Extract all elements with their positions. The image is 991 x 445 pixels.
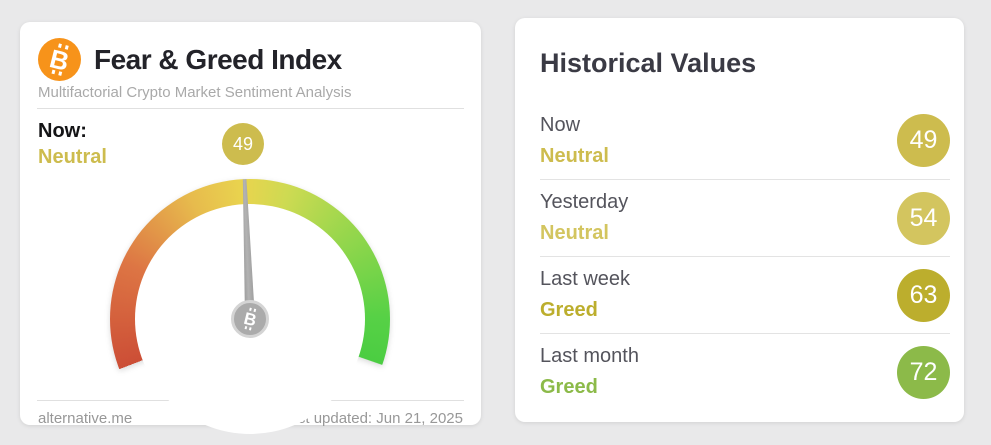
gauge-area: Now: Neutral 49 B <box>20 109 481 445</box>
now-block: Now: Neutral <box>38 119 107 170</box>
history-row-last-week: Last week Greed 63 <box>540 256 950 333</box>
row-label: Now <box>540 113 581 136</box>
card-subtitle: Multifactorial Crypto Market Sentiment A… <box>38 84 352 101</box>
row-label: Last month <box>540 345 639 367</box>
row-classification: Greed <box>540 299 598 321</box>
gauge-value-badge: 49 <box>222 123 264 165</box>
fear-greed-card: B Fear & Greed Index Multifactorial Cryp… <box>20 22 481 445</box>
card-title: Fear & Greed Index <box>94 43 342 75</box>
row-classification: Neutral <box>540 144 609 167</box>
row-value-badge: 63 <box>897 268 950 322</box>
history-row-last-month: Last month Greed 72 <box>540 333 950 410</box>
history-row-now: Now Neutral 49 <box>540 102 950 179</box>
row-classification: Neutral <box>540 222 609 244</box>
header-divider <box>37 108 464 109</box>
alternative-me-link[interactable]: alternative.me <box>38 410 133 427</box>
historical-values-title: Historical Values <box>540 48 757 78</box>
row-label: Last week <box>540 268 631 290</box>
row-value-badge: 72 <box>897 345 950 399</box>
history-row-yesterday: Yesterday Neutral 54 <box>540 179 950 256</box>
row-value-badge: 49 <box>897 114 950 167</box>
fear-greed-header: B Fear & Greed Index <box>20 22 481 81</box>
row-label: Yesterday <box>540 191 629 213</box>
row-classification: Greed <box>540 376 598 398</box>
historical-values-card: Historical Values Now Neutral 49 Yesterd… <box>515 18 964 422</box>
now-label: Now: <box>38 120 87 142</box>
gauge-hub-bitcoin-icon: B <box>231 300 269 338</box>
now-classification: Neutral <box>38 146 107 168</box>
row-value-badge: 54 <box>897 191 950 245</box>
bitcoin-icon: B <box>38 38 81 81</box>
